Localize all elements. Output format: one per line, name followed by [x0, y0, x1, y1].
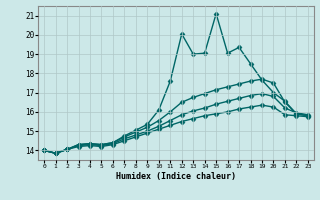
X-axis label: Humidex (Indice chaleur): Humidex (Indice chaleur): [116, 172, 236, 181]
